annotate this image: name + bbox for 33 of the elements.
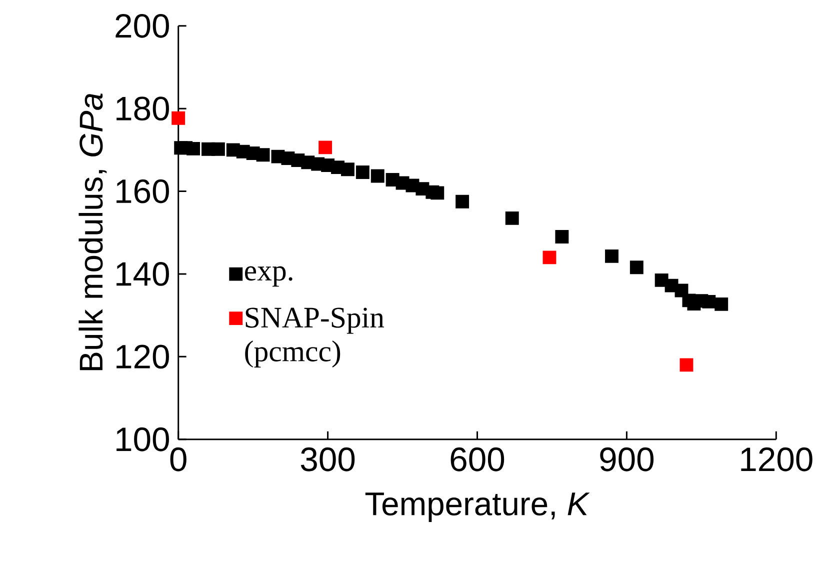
point [505, 211, 519, 225]
point [318, 140, 332, 154]
point [714, 297, 728, 311]
point [356, 166, 370, 180]
x-tick-label: 900 [600, 447, 654, 472]
point [555, 230, 569, 244]
point [456, 194, 470, 208]
point [680, 358, 694, 372]
x-tick-label: 300 [300, 447, 355, 472]
point [256, 148, 270, 162]
point [211, 142, 225, 156]
y-tick-label: 140 [116, 262, 169, 286]
y-tick-label: 160 [116, 179, 169, 204]
point [370, 169, 384, 183]
y-tick-label: 100 [116, 427, 169, 452]
y-axis-title: Bulk modulus, GPa [78, 94, 107, 370]
point [605, 250, 618, 263]
point [186, 142, 200, 156]
y-tick-label: 200 [116, 14, 169, 38]
y-tick-label: 180 [116, 96, 169, 121]
point [542, 250, 556, 264]
x-tick-label: 0 [170, 447, 186, 472]
point [630, 260, 644, 274]
point [341, 162, 354, 176]
x-tick-label: 600 [450, 447, 504, 472]
y-tick-label: 120 [116, 344, 169, 369]
x-axis-title: Temperature, K [365, 492, 590, 522]
legend-label: exp. [245, 266, 292, 287]
point [430, 186, 444, 200]
point [702, 294, 716, 308]
x-tick-label: 1200 [741, 447, 812, 472]
legend-label: SNAP-Spin (pcmcc) [245, 308, 384, 368]
point [172, 111, 186, 125]
